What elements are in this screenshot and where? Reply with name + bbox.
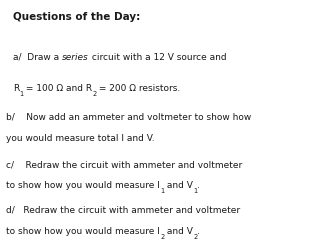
- Text: .: .: [197, 227, 200, 236]
- Text: you would measure total I and V.: you would measure total I and V.: [6, 134, 155, 144]
- Text: to show how you would measure I: to show how you would measure I: [6, 227, 160, 236]
- Text: and V: and V: [164, 181, 193, 190]
- Text: and V: and V: [164, 227, 193, 236]
- Text: a/  Draw a: a/ Draw a: [13, 53, 62, 62]
- Text: c/    Redraw the circuit with ammeter and voltmeter: c/ Redraw the circuit with ammeter and v…: [6, 161, 243, 170]
- Text: b/    Now add an ammeter and voltmeter to show how: b/ Now add an ammeter and voltmeter to s…: [6, 113, 252, 122]
- Text: = 200 Ω resistors.: = 200 Ω resistors.: [96, 84, 181, 93]
- Text: 2: 2: [92, 91, 96, 97]
- Text: R: R: [13, 84, 19, 93]
- Text: series: series: [62, 53, 89, 62]
- Text: 1: 1: [193, 188, 197, 194]
- Text: = 100 Ω and R: = 100 Ω and R: [23, 84, 92, 93]
- Text: to show how you would measure I: to show how you would measure I: [6, 181, 160, 190]
- Text: 2: 2: [160, 234, 164, 240]
- Text: .: .: [197, 181, 200, 190]
- Text: d/   Redraw the circuit with ammeter and voltmeter: d/ Redraw the circuit with ammeter and v…: [6, 205, 241, 214]
- Text: 1: 1: [19, 91, 23, 97]
- Text: 2: 2: [193, 234, 197, 240]
- Text: 1: 1: [160, 188, 164, 194]
- Text: circuit with a 12 V source and: circuit with a 12 V source and: [89, 53, 226, 62]
- Text: Questions of the Day:: Questions of the Day:: [13, 12, 140, 22]
